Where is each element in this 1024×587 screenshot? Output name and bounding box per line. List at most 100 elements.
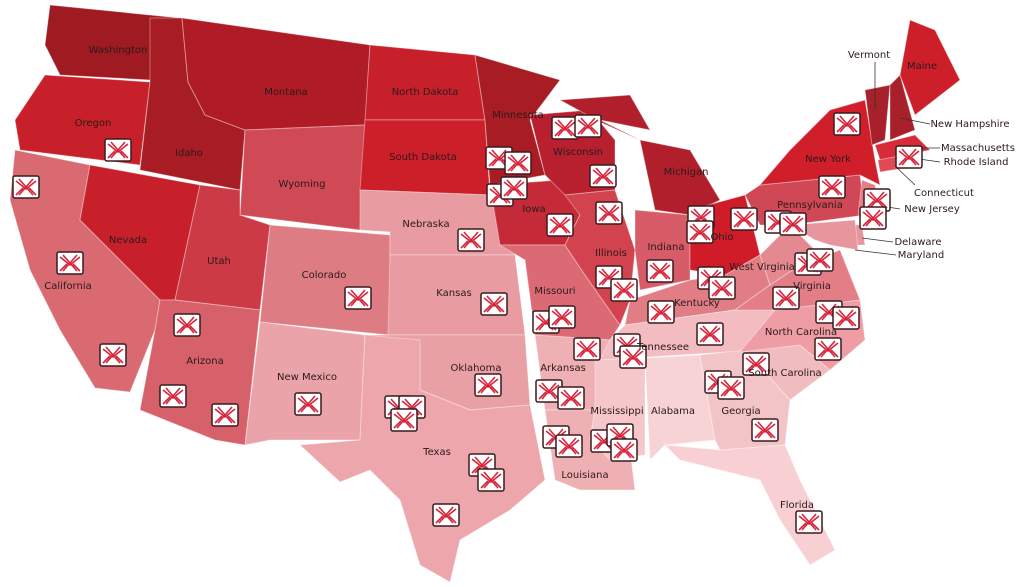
envelope-icon xyxy=(730,207,758,231)
envelope-icon xyxy=(859,206,887,230)
state-label: North Carolina xyxy=(765,327,837,338)
state-shape xyxy=(298,334,546,583)
state-label: Kansas xyxy=(436,288,471,299)
envelope-icon xyxy=(457,228,485,252)
state-label: Wisconsin xyxy=(553,147,603,158)
state-label: Illinois xyxy=(595,248,627,259)
state-label: Connecticut xyxy=(914,188,974,199)
state-shape xyxy=(864,84,891,146)
state-label: Oklahoma xyxy=(451,363,502,374)
state-label: Maryland xyxy=(898,250,944,261)
envelope-icon xyxy=(504,151,532,175)
envelope-icon xyxy=(832,306,860,330)
envelope-icon xyxy=(751,418,779,442)
envelope-icon xyxy=(795,510,823,534)
state-label: Virginia xyxy=(793,281,831,292)
state-label: Missouri xyxy=(534,286,575,297)
envelope-icon xyxy=(717,376,745,400)
envelope-icon xyxy=(708,276,736,300)
envelope-icon xyxy=(548,305,576,329)
state-label: New Mexico xyxy=(277,372,337,383)
envelope-icon xyxy=(806,248,834,272)
envelope-icon xyxy=(474,373,502,397)
envelope-icon xyxy=(99,343,127,367)
state-shape xyxy=(558,94,721,216)
envelope-icon xyxy=(818,175,846,199)
envelope-icon xyxy=(686,220,714,244)
state-shape xyxy=(181,17,371,131)
envelope-icon xyxy=(159,384,187,408)
envelope-icon xyxy=(814,337,842,361)
state-shape xyxy=(498,244,621,341)
envelope-icon xyxy=(557,386,585,410)
state-shape xyxy=(239,124,366,231)
envelope-icon xyxy=(619,345,647,369)
state-label: South Carolina xyxy=(748,368,821,379)
envelope-icon xyxy=(477,468,505,492)
envelope-icon xyxy=(742,352,770,376)
state-label: Kentucky xyxy=(674,298,720,309)
envelope-icon xyxy=(344,286,372,310)
state-label: Minnesota xyxy=(492,110,544,121)
envelope-icon xyxy=(696,322,724,346)
envelope-icon xyxy=(772,286,800,310)
state-label: Idaho xyxy=(175,148,203,159)
state-labels: Washington Oregon California Idaho Nevada Mon… xyxy=(44,45,1015,511)
leader-line xyxy=(894,165,916,186)
state-shape xyxy=(889,74,916,141)
envelope-icon xyxy=(555,434,583,458)
envelope-icon xyxy=(294,392,322,416)
state-label: Arizona xyxy=(186,356,224,367)
state-label: Montana xyxy=(264,87,308,98)
state-label: Nevada xyxy=(109,235,147,246)
state-label: Washington xyxy=(89,45,148,56)
state-label: Maine xyxy=(907,61,937,72)
state-label: Delaware xyxy=(894,237,941,248)
state-label: New Hampshire xyxy=(930,119,1009,130)
envelope-icon xyxy=(647,300,675,324)
state-label: New York xyxy=(805,154,851,165)
envelope-icon xyxy=(480,292,508,316)
state-label: South Dakota xyxy=(389,152,457,163)
state-label: Louisiana xyxy=(561,470,608,481)
state-label: Arkansas xyxy=(540,363,586,374)
envelope-icon xyxy=(104,138,132,162)
envelope-icon xyxy=(595,201,623,225)
leader-line xyxy=(861,237,894,243)
state-label: Iowa xyxy=(522,204,545,215)
envelope-icon xyxy=(610,278,638,302)
envelope-icon xyxy=(432,503,460,527)
envelope-icon xyxy=(574,114,602,138)
envelope-icon xyxy=(500,176,528,200)
envelope-icon xyxy=(211,403,239,427)
envelope-icon xyxy=(56,251,84,275)
state-shape xyxy=(644,354,716,462)
envelope-icon xyxy=(833,112,861,136)
state-label: Florida xyxy=(780,500,814,511)
envelope-icon xyxy=(390,408,418,432)
envelope-icon xyxy=(589,164,617,188)
envelope-icon xyxy=(573,337,601,361)
state-label: Oregon xyxy=(75,118,112,129)
state-label: Mississippi xyxy=(590,406,643,417)
state-label: Georgia xyxy=(721,406,760,417)
state-label: California xyxy=(44,281,92,292)
envelope-icon xyxy=(535,379,563,403)
envelope-icon xyxy=(12,175,40,199)
state-label: Colorado xyxy=(302,270,347,281)
envelope-icon xyxy=(646,259,674,283)
envelope-icon xyxy=(895,145,923,169)
state-label: Michigan xyxy=(664,167,709,178)
state-label: West Virginia xyxy=(729,262,794,273)
state-shape xyxy=(244,321,366,446)
envelope-icon xyxy=(610,438,638,462)
state-label: New Jersey xyxy=(904,204,960,215)
state-shape xyxy=(788,219,859,251)
state-shape xyxy=(364,44,486,121)
state-label: Massachusetts xyxy=(941,143,1015,154)
state-label: Wyoming xyxy=(279,179,326,190)
envelope-icon xyxy=(551,116,579,140)
envelope-icon xyxy=(173,313,201,337)
state-label: Vermont xyxy=(848,50,890,61)
